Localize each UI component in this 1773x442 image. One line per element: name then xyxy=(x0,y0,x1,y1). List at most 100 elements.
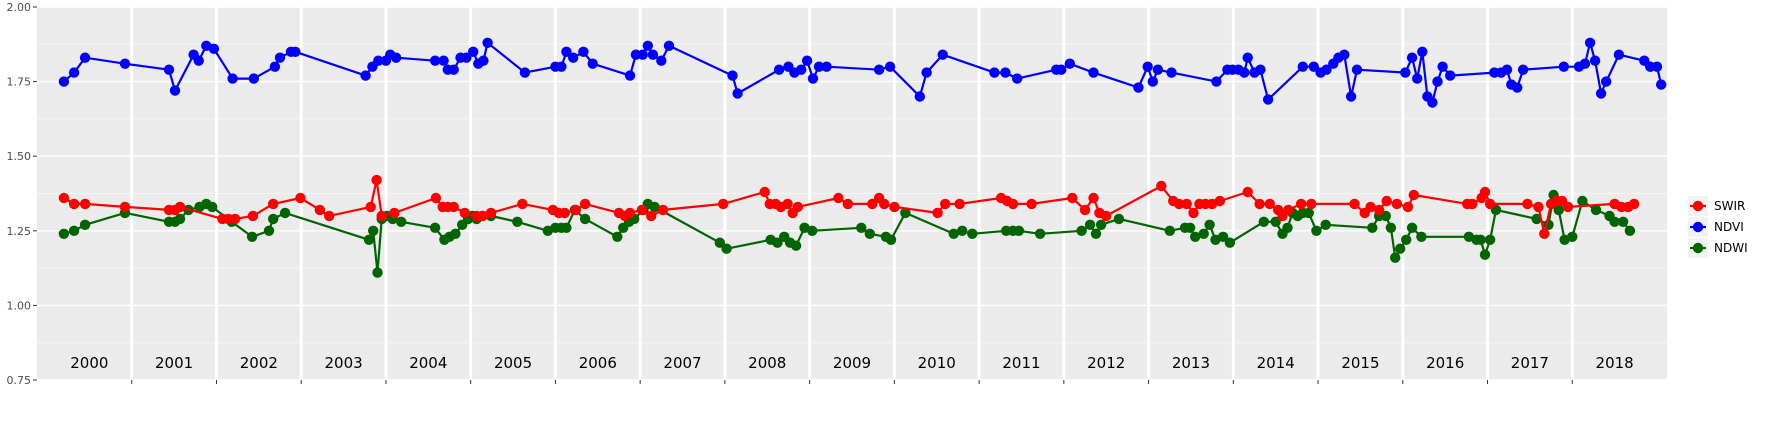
data-point-swir xyxy=(879,198,890,210)
y-axis: 0.75 1.00 1.25 1.50 1.75 2.00 xyxy=(7,1,37,387)
data-point-swir xyxy=(365,201,376,213)
data-point-swir xyxy=(314,204,326,216)
grid-minor xyxy=(37,43,1667,344)
data-point-ndvi xyxy=(269,61,281,72)
data-point-ndvi xyxy=(1351,64,1363,75)
legend-label: NDVI xyxy=(1714,220,1744,234)
legend-item-swir: SWIR xyxy=(1688,196,1745,216)
data-point-ndwi xyxy=(512,216,523,227)
data-point-ndwi xyxy=(885,234,897,245)
data-point-ndvi xyxy=(1558,61,1570,72)
series-ndvi xyxy=(58,37,1667,108)
data-point-ndvi xyxy=(647,49,659,60)
data-point-swir xyxy=(1067,192,1078,204)
data-point-ndvi xyxy=(1445,70,1456,81)
data-point-swir xyxy=(833,192,844,204)
data-point-ndvi xyxy=(1589,55,1601,66)
data-point-ndwi xyxy=(714,237,725,248)
data-point-ndvi xyxy=(813,61,825,72)
data-point-ndvi xyxy=(1308,61,1320,72)
data-point-swir xyxy=(1026,198,1037,210)
data-point-ndwi xyxy=(1184,222,1196,233)
data-point-swir xyxy=(1562,201,1574,213)
data-point-ndvi xyxy=(274,52,286,63)
data-point-ndwi xyxy=(1590,204,1602,216)
data-point-ndvi xyxy=(1517,64,1529,75)
data-point-ndwi xyxy=(790,240,802,251)
data-point-ndwi xyxy=(1531,213,1542,225)
data-point-ndwi xyxy=(1617,216,1629,227)
data-point-ndwi xyxy=(1090,228,1102,239)
data-point-ndvi xyxy=(1142,61,1153,72)
data-point-swir xyxy=(324,210,335,222)
data-point-swir xyxy=(58,192,70,204)
data-point-swir xyxy=(559,207,570,219)
data-point-ndvi xyxy=(1501,64,1513,75)
y-tick-label: 2.00 xyxy=(7,1,32,14)
data-point-ndwi xyxy=(1204,219,1215,230)
legend-key-marker xyxy=(1692,242,1704,254)
data-point-ndwi xyxy=(1484,234,1496,245)
year-label: 2015 xyxy=(1341,354,1379,372)
data-point-ndwi xyxy=(1034,228,1046,239)
data-point-ndwi xyxy=(79,219,91,230)
data-point-swir xyxy=(1373,204,1385,216)
data-point-swir xyxy=(570,204,581,216)
series-layer xyxy=(58,37,1667,278)
data-point-ndvi xyxy=(248,73,259,84)
data-point-ndvi xyxy=(914,91,925,102)
data-point-swir xyxy=(389,207,400,219)
year-label: 2005 xyxy=(494,354,532,372)
data-point-ndwi xyxy=(1095,219,1107,230)
data-point-swir xyxy=(1283,204,1294,216)
data-point-ndvi xyxy=(1255,64,1266,75)
data-point-ndwi xyxy=(1406,222,1418,233)
data-point-ndvi xyxy=(1613,49,1625,60)
data-point-ndvi xyxy=(1601,76,1612,87)
data-point-swir xyxy=(932,207,943,219)
data-point-swir xyxy=(867,198,878,210)
data-point-swir xyxy=(1214,195,1226,207)
data-point-swir xyxy=(477,210,488,222)
data-point-ndwi xyxy=(1609,216,1620,227)
data-point-ndvi xyxy=(1152,64,1164,75)
data-point-ndwi xyxy=(1303,207,1314,219)
data-point-swir xyxy=(657,204,669,216)
data-point-swir xyxy=(68,198,80,210)
year-label: 2011 xyxy=(1002,354,1040,372)
data-point-swir xyxy=(782,198,793,210)
data-point-ndwi xyxy=(948,228,959,239)
data-point-ndwi xyxy=(363,234,375,245)
data-point-ndwi xyxy=(372,267,383,278)
data-point-ndvi xyxy=(461,52,472,63)
data-point-ndvi xyxy=(1133,82,1144,93)
data-point-ndvi xyxy=(478,55,489,66)
data-point-swir xyxy=(247,210,259,222)
data-point-ndwi xyxy=(561,222,572,233)
data-point-ndvi xyxy=(1437,61,1448,72)
data-point-swir xyxy=(1484,198,1496,210)
data-point-swir xyxy=(954,198,965,210)
data-point-swir xyxy=(1539,228,1550,239)
legend: SWIR NDVI NDWI xyxy=(1688,196,1748,258)
data-point-ndwi xyxy=(450,228,461,239)
data-point-ndvi xyxy=(1584,37,1596,48)
data-point-ndvi xyxy=(796,64,807,75)
data-point-ndvi xyxy=(1056,64,1067,75)
data-point-ndvi xyxy=(482,37,493,48)
data-point-ndvi xyxy=(119,58,131,69)
year-label: 2008 xyxy=(748,354,786,372)
legend-key-marker xyxy=(1692,200,1704,212)
data-point-ndwi xyxy=(1013,225,1025,236)
year-label: 2018 xyxy=(1596,354,1634,372)
data-point-ndvi xyxy=(360,70,371,81)
y-tick-label: 0.75 xyxy=(7,374,32,387)
data-point-ndwi xyxy=(864,228,875,239)
data-point-swir xyxy=(268,198,279,210)
data-point-swir xyxy=(1079,204,1091,216)
data-point-ndwi xyxy=(279,207,291,219)
data-point-ndvi xyxy=(732,88,743,99)
legend-item-ndvi: NDVI xyxy=(1688,217,1744,237)
data-point-ndvi xyxy=(1211,76,1222,87)
